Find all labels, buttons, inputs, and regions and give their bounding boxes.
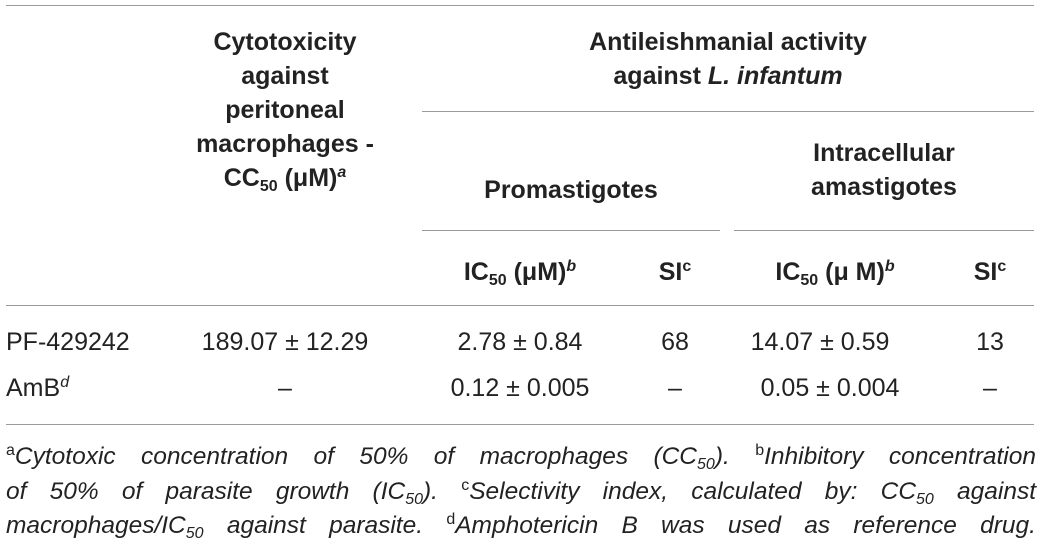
promastigotes-ic50-value: 2.78 ± 0.84	[457, 328, 583, 356]
footnote-c-text-line3: macrophages/IC	[6, 512, 186, 539]
intracellular-underline	[734, 230, 1034, 231]
footnote-c-end: against parasite.	[203, 512, 424, 539]
cc-label: CC	[223, 164, 260, 192]
cytotoxicity-line3: peritoneal	[225, 96, 345, 124]
ic50-promastigotes-header: IC50 (μM)b	[420, 255, 620, 289]
footnote-c-text-cont: against	[933, 477, 1037, 505]
promastigotes-header: Promastigotes	[484, 176, 658, 204]
cc-footnote-mark: a	[337, 164, 347, 181]
footnote-c-text: Selectivity index, calculated by: CC	[469, 477, 917, 505]
footnote-c-mark: c	[461, 476, 470, 494]
cc50-value: –	[278, 374, 292, 402]
footnote-line-1: aCytotoxic concentration of 50% of macro…	[6, 440, 1036, 475]
ic-subscript: 50	[800, 272, 819, 289]
si-label: SI	[658, 258, 683, 286]
intracellular-line2: amastigotes	[811, 173, 957, 201]
antileishmanial-header: Antileishmanial activity against L. infa…	[422, 25, 1034, 93]
footnote-line-3: macrophages/IC50 against parasite. dAmph…	[6, 509, 1036, 544]
cc-unit: (μM)	[277, 164, 338, 192]
footnote-c-subscript-2: 50	[185, 525, 204, 542]
cc50-value: 189.07 ± 12.29	[201, 328, 369, 356]
ic50-intracellular-header: IC50 (μ M)b	[730, 255, 940, 289]
footnote-b-end: ).	[423, 477, 438, 505]
footnote-a-end: ).	[714, 443, 730, 470]
footnote-b-mark: b	[755, 442, 765, 459]
intracellular-ic50-value: 14.07 ± 0.59	[750, 328, 890, 356]
footnote-b-text: Inhibitory concentration	[764, 443, 1036, 470]
footnote-a-mark: a	[6, 442, 15, 459]
cytotoxicity-line4: macrophages -	[196, 130, 374, 158]
footnote-d-mark: d	[446, 511, 456, 528]
promastigotes-underline	[422, 230, 720, 231]
cytotoxicity-line1: Cytotoxicity	[213, 28, 357, 56]
header-bottom-rule	[6, 305, 1034, 306]
promastigotes-si-value: –	[668, 374, 682, 402]
footnote-a-text: Cytotoxic concentration of 50% of macrop…	[14, 443, 698, 470]
si-footnote-mark: c	[682, 258, 692, 275]
intracellular-si-value: 13	[976, 328, 1004, 356]
intracellular-header: Intracellular amastigotes	[734, 136, 1034, 204]
ic-label: IC	[463, 258, 489, 286]
promastigotes-si-value: 68	[661, 328, 689, 356]
si-label: SI	[973, 258, 998, 286]
ic-subscript: 50	[488, 272, 507, 289]
ic-footnote-mark: b	[566, 258, 577, 275]
antileishmanial-line1: Antileishmanial activity	[589, 28, 867, 56]
intracellular-ic50-value: 0.05 ± 0.004	[760, 374, 900, 402]
compound-name-text: AmB	[6, 374, 61, 402]
table-footnotes: aCytotoxic concentration of 50% of macro…	[6, 440, 1036, 544]
cytotoxicity-cc50-label: CC50 (μM)a	[160, 161, 410, 195]
cytotoxicity-line2: against	[241, 62, 329, 90]
intracellular-si-value: –	[983, 374, 997, 402]
promastigotes-ic50-value: 0.12 ± 0.005	[450, 374, 590, 402]
antileish-underline	[422, 111, 1034, 112]
antileishmanial-line2: against L. infantum	[422, 59, 1034, 93]
si-intracellular-header: SIc	[955, 255, 1025, 289]
ic-footnote-mark: b	[884, 258, 895, 275]
si-footnote-mark: c	[997, 258, 1007, 275]
top-rule	[6, 5, 1034, 6]
footnote-b-text-cont: of 50% of parasite growth (IC	[6, 477, 406, 505]
cytotoxicity-header: Cytotoxicity against peritoneal macropha…	[160, 25, 410, 195]
species-name: L. infantum	[707, 62, 843, 90]
intracellular-line1: Intracellular	[813, 139, 955, 167]
ic-label: IC	[775, 258, 801, 286]
footnote-a-subscript: 50	[697, 456, 715, 473]
table-bottom-rule	[6, 424, 1034, 425]
footnote-line-2: of 50% of parasite growth (IC50). cSelec…	[6, 475, 1036, 510]
cc-subscript: 50	[259, 178, 278, 195]
compound-name: PF-429242	[6, 328, 130, 356]
compound-footnote-mark: d	[60, 374, 70, 391]
compound-name: AmBd	[6, 373, 69, 403]
ic-unit: (μM)	[506, 258, 567, 286]
antileishmanial-against: against	[613, 62, 708, 90]
footnote-c-subscript: 50	[916, 490, 934, 508]
footnote-b-subscript: 50	[405, 490, 424, 508]
si-promastigotes-header: SIc	[640, 255, 710, 289]
ic-unit: (μ M)	[818, 258, 885, 286]
footnote-d-text: Amphotericin B was used as reference dru…	[455, 512, 1036, 539]
